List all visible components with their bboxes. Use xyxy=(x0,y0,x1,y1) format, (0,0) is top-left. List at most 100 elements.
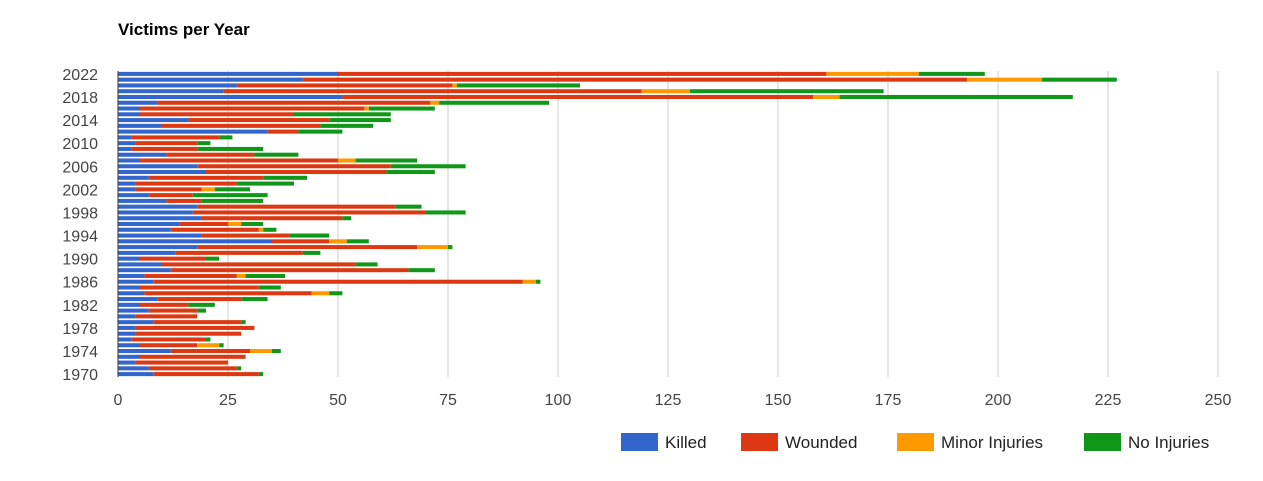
y-tick-label: 1998 xyxy=(62,205,98,222)
bar-wounded xyxy=(135,187,202,192)
bar-killed xyxy=(118,343,140,348)
bar-minor-injuries xyxy=(236,273,246,278)
bar-minor-injuries xyxy=(197,343,220,348)
bar-wounded xyxy=(302,77,968,82)
bars xyxy=(118,71,1117,377)
y-tick-label: 1978 xyxy=(62,321,98,338)
bar-wounded xyxy=(197,245,418,250)
bar-wounded xyxy=(197,164,391,169)
bar-killed xyxy=(118,279,154,284)
bar-no-injuries xyxy=(272,348,281,354)
bar-no-injuries xyxy=(197,308,206,313)
bar-killed xyxy=(118,152,167,157)
bar-killed xyxy=(118,372,154,377)
bar-wounded xyxy=(201,233,290,238)
bar-wounded xyxy=(140,285,259,290)
bar-killed xyxy=(118,204,198,209)
bar-killed xyxy=(118,83,237,88)
y-tick-label: 2010 xyxy=(62,136,98,153)
bar-killed xyxy=(118,193,149,198)
bar-wounded xyxy=(144,291,312,296)
bar-killed xyxy=(118,146,132,151)
y-tick-label: 2006 xyxy=(62,159,98,176)
bar-killed xyxy=(118,170,206,175)
bar-no-injuries xyxy=(426,210,466,215)
bar-no-injuries xyxy=(236,366,242,371)
bar-no-injuries xyxy=(329,118,391,123)
bar-wounded xyxy=(170,268,409,273)
bar-no-injuries xyxy=(448,245,453,250)
x-tick-label: 125 xyxy=(655,392,682,409)
legend-label: Killed xyxy=(665,433,707,452)
bar-minor-injuries xyxy=(522,279,536,284)
bar-no-injuries xyxy=(201,198,264,203)
y-tick-label: 1986 xyxy=(62,275,98,292)
x-tick-label: 200 xyxy=(985,392,1012,409)
bar-killed xyxy=(118,106,140,111)
bar-no-injuries xyxy=(355,158,418,163)
x-tick-label: 175 xyxy=(875,392,902,409)
bar-minor-injuries xyxy=(430,100,440,105)
bar-wounded xyxy=(135,325,255,330)
x-tick-label: 75 xyxy=(439,392,457,409)
bar-minor-injuries xyxy=(338,158,356,163)
bar-wounded xyxy=(197,204,396,209)
bar-no-injuries xyxy=(258,372,264,377)
bar-killed xyxy=(118,256,140,261)
bar-no-injuries xyxy=(329,291,343,296)
bar-no-injuries xyxy=(342,216,352,221)
bar-killed xyxy=(118,297,158,302)
bar-wounded xyxy=(179,221,228,227)
legend-swatch xyxy=(621,433,658,451)
bar-killed xyxy=(118,135,132,140)
bar-no-injuries xyxy=(298,129,343,134)
bar-killed xyxy=(118,198,167,203)
y-tick-label: 1970 xyxy=(62,367,98,384)
x-tick-label: 0 xyxy=(114,392,123,409)
y-tick-label: 2002 xyxy=(62,182,98,199)
bar-killed xyxy=(118,181,136,186)
bar-killed xyxy=(118,348,171,354)
bar-wounded xyxy=(131,135,220,140)
bar-no-injuries xyxy=(320,123,374,128)
bar-wounded xyxy=(166,198,202,203)
bar-killed xyxy=(118,250,176,255)
x-tick-label: 50 xyxy=(329,392,347,409)
y-tick-label: 2014 xyxy=(62,113,98,130)
bar-killed xyxy=(118,360,136,365)
bar-wounded xyxy=(206,170,387,175)
bar-no-injuries xyxy=(289,233,330,238)
y-tick-label: 1974 xyxy=(62,344,98,361)
bar-no-injuries xyxy=(294,112,391,117)
bar-no-injuries xyxy=(536,279,541,284)
bar-no-injuries xyxy=(263,227,277,232)
bar-no-injuries xyxy=(241,221,264,227)
bar-no-injuries xyxy=(408,268,435,273)
bar-killed xyxy=(118,112,140,117)
bar-minor-injuries xyxy=(364,106,369,111)
bar-wounded xyxy=(140,158,338,163)
bar-killed xyxy=(118,187,136,192)
bar-wounded xyxy=(267,129,299,134)
bar-killed xyxy=(118,175,149,180)
bar-no-injuries xyxy=(192,193,268,198)
bar-killed xyxy=(118,233,202,238)
bar-wounded xyxy=(342,94,814,100)
bar-no-injuries xyxy=(236,181,294,186)
y-tick-label: 1990 xyxy=(62,252,98,269)
bar-wounded xyxy=(153,279,523,284)
bar-killed xyxy=(118,366,149,371)
bar-wounded xyxy=(140,302,189,307)
bar-no-injuries xyxy=(206,256,220,261)
bar-no-injuries xyxy=(918,71,985,76)
bar-wounded xyxy=(162,262,356,267)
y-tick-label: 1994 xyxy=(62,229,98,246)
bar-killed xyxy=(118,141,136,146)
bar-no-injuries xyxy=(355,262,378,267)
bar-no-injuries xyxy=(439,100,550,105)
gridlines xyxy=(117,71,1219,377)
x-tick-label: 250 xyxy=(1205,392,1232,409)
bar-killed xyxy=(118,77,303,82)
bar-killed xyxy=(118,245,198,250)
bar-no-injuries xyxy=(219,343,224,348)
